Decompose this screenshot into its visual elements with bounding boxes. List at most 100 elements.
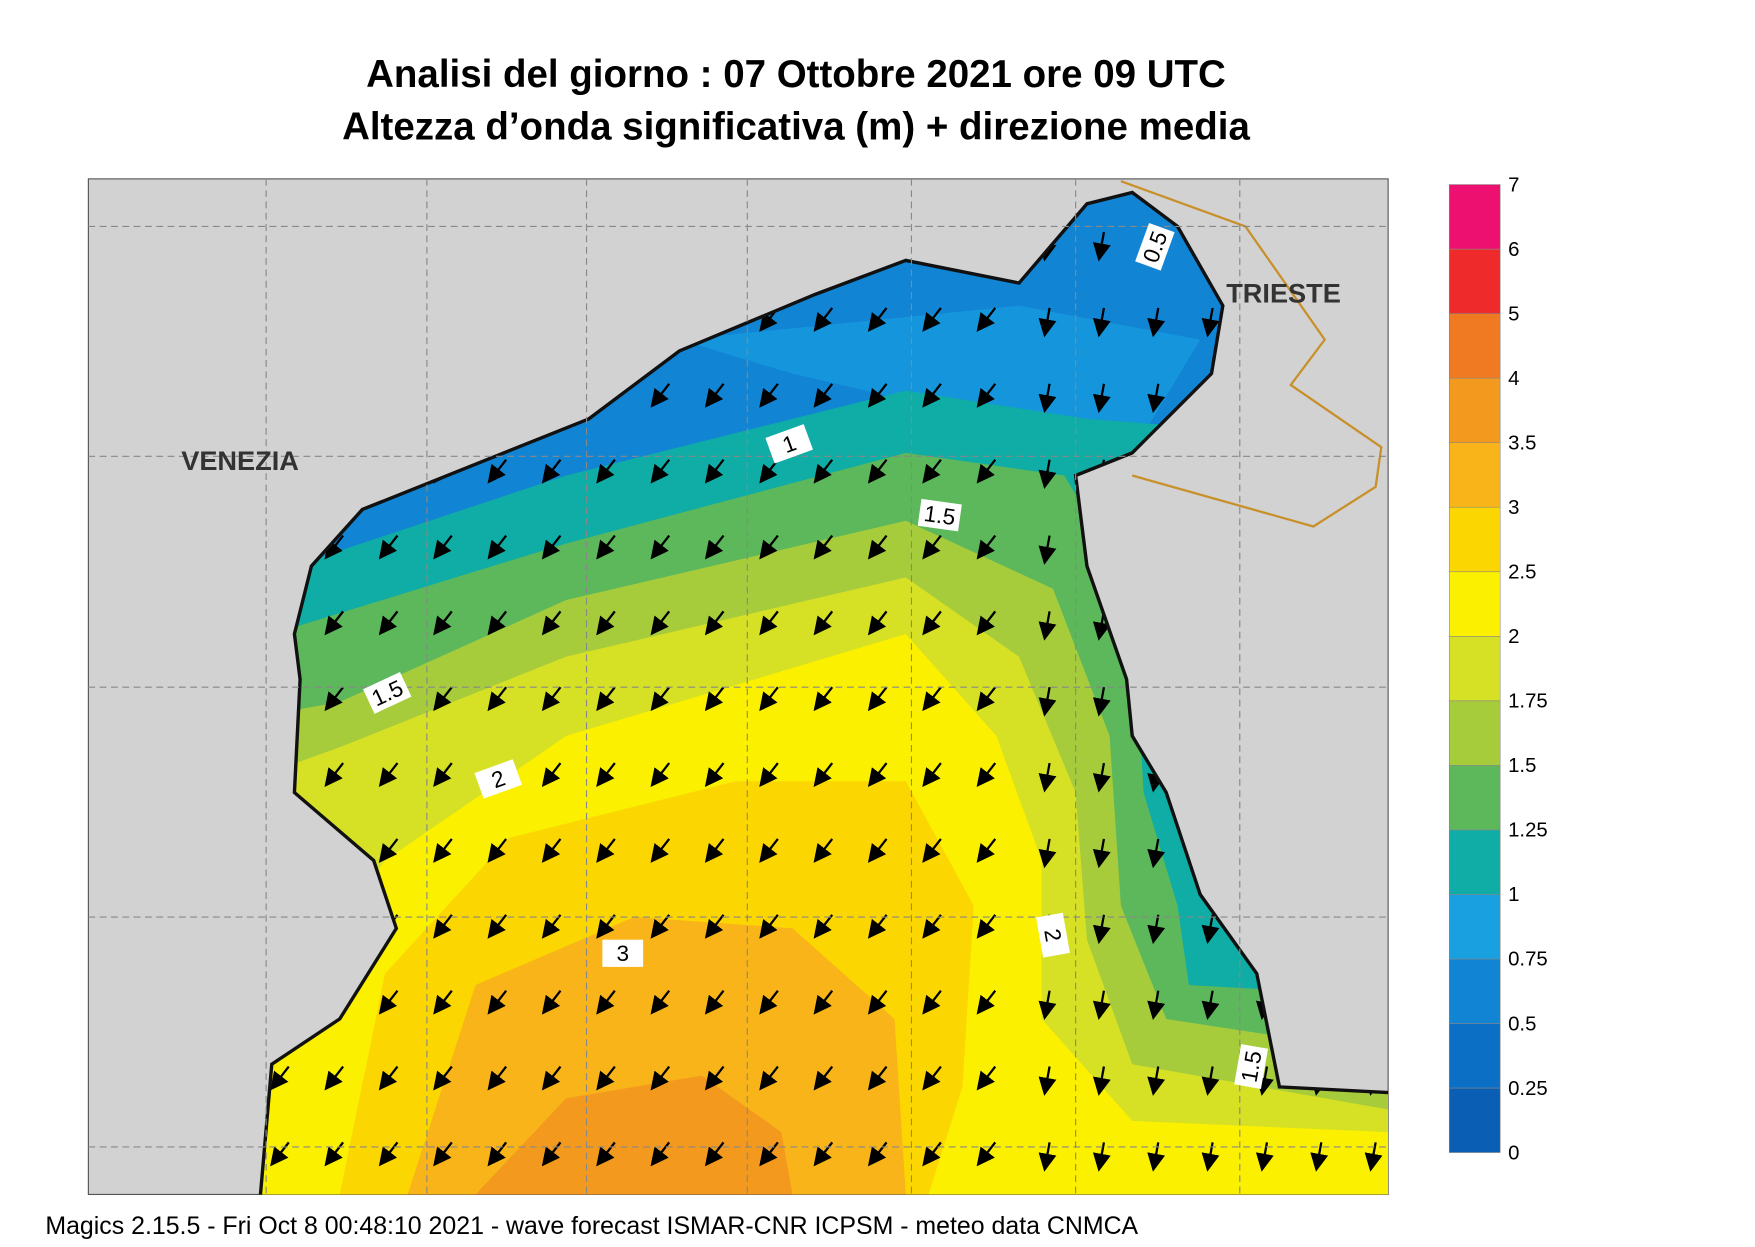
wave-arrow xyxy=(704,989,725,1015)
wave-arrow xyxy=(324,762,345,788)
contour-label-box xyxy=(1135,223,1175,271)
wave-arrow xyxy=(1038,383,1057,414)
wave-arrow xyxy=(813,1141,834,1167)
wave-arrow xyxy=(487,686,508,712)
wave-arrow xyxy=(270,1141,290,1167)
wave-arrow xyxy=(867,686,888,712)
wave-arrow xyxy=(976,307,997,332)
title: Analisi del giorno : 07 Ottobre 2021 ore… xyxy=(366,53,1226,96)
wave-arrow xyxy=(650,914,671,939)
wave-arrow xyxy=(541,686,562,712)
wave-arrow xyxy=(650,383,671,408)
wave-arrow xyxy=(1147,1066,1166,1096)
wave-arrow xyxy=(541,838,562,863)
city-label: TRIESTE xyxy=(1226,277,1341,308)
wave-arrow xyxy=(596,1065,616,1091)
colorbar-label: 2.5 xyxy=(1508,562,1536,584)
wave-arrow xyxy=(704,686,725,712)
wave-arrow xyxy=(867,610,888,636)
wave-arrow xyxy=(759,1141,779,1167)
wave-arrow xyxy=(378,610,399,636)
wave-arrow xyxy=(1092,762,1111,793)
wave-arrow xyxy=(596,610,616,636)
wave-arrow xyxy=(596,534,616,560)
colorbar-segment xyxy=(1448,442,1501,508)
contour-label-box xyxy=(1036,912,1070,958)
wave-arrow xyxy=(1038,990,1057,1021)
wave-arrow xyxy=(541,914,562,939)
wave-arrow xyxy=(324,1065,345,1091)
wave-arrow xyxy=(976,610,997,636)
colorbar-segment xyxy=(1448,313,1501,379)
wave-arrow xyxy=(1147,838,1166,869)
contour-label-box xyxy=(363,671,412,714)
wave-arrow xyxy=(541,1141,562,1167)
wave-arrow xyxy=(487,914,508,939)
wave-arrow xyxy=(650,610,671,636)
wave-arrow xyxy=(1038,611,1057,641)
wave-arrow xyxy=(487,1065,508,1091)
wave-arrow xyxy=(1038,762,1057,793)
wave-arrow xyxy=(976,1065,997,1091)
wave-arrow xyxy=(976,686,997,712)
contour-label: 1.5 xyxy=(922,501,957,530)
wave-arrow xyxy=(378,838,399,863)
wave-arrow xyxy=(1092,838,1111,869)
city-label: VENEZIA xyxy=(181,445,299,476)
wave-arrow xyxy=(433,762,453,788)
wave-arrow xyxy=(813,989,834,1015)
wave-arrow xyxy=(704,610,725,636)
wave-arrow xyxy=(1092,231,1111,262)
wave-arrow xyxy=(1038,307,1057,338)
colorbar-label: 0 xyxy=(1508,1142,1519,1164)
wave-arrow xyxy=(813,914,834,939)
wave-arrow xyxy=(378,534,399,560)
colorbar-segment xyxy=(1448,700,1501,766)
wave-arrow xyxy=(813,762,834,788)
wave-arrow xyxy=(976,1141,997,1167)
wave-arrow xyxy=(1147,383,1166,414)
wave-arrow xyxy=(1092,383,1111,414)
wave-arrow xyxy=(1092,687,1111,717)
wave-arrow xyxy=(378,989,399,1015)
wave-arrow xyxy=(813,458,834,484)
wave-arrow xyxy=(596,914,616,939)
wave-arrow xyxy=(378,1141,399,1167)
wave-arrow xyxy=(1364,1142,1383,1172)
wave-arrow xyxy=(759,989,779,1015)
wave-arrow xyxy=(704,534,725,560)
wave-arrow xyxy=(759,610,779,636)
wave-arrow xyxy=(867,989,888,1015)
wave-arrow xyxy=(1038,687,1057,717)
wave-arrow xyxy=(922,1141,942,1167)
wave-arrow xyxy=(541,458,562,484)
wave-arrow xyxy=(759,838,779,863)
colorbar-label: 5 xyxy=(1508,303,1519,325)
wave-arrow xyxy=(433,838,453,863)
colorbar-segment xyxy=(1448,894,1501,960)
wave-arrow xyxy=(596,686,616,712)
wave-arrow xyxy=(433,1065,453,1091)
wave-arrow xyxy=(270,1065,290,1091)
wave-arrow xyxy=(976,534,997,560)
wave-arrow xyxy=(596,838,616,863)
wave-arrow xyxy=(650,686,671,712)
wave-arrow xyxy=(650,1065,671,1091)
wave-arrow xyxy=(976,762,997,788)
wave-arrow xyxy=(433,686,453,712)
wave-arrow xyxy=(922,914,942,939)
wave-arrow xyxy=(759,686,779,712)
wave-arrow xyxy=(1147,914,1166,945)
wave-arrow xyxy=(867,762,888,788)
contour-label-box xyxy=(917,498,962,532)
wave-arrow xyxy=(1201,914,1220,945)
wave-arrow xyxy=(1201,990,1220,1021)
wave-arrow xyxy=(759,762,779,788)
colorbar-label: 0.5 xyxy=(1508,1013,1536,1035)
wave-arrow xyxy=(867,534,888,560)
wave-arrow xyxy=(1092,990,1111,1021)
colorbar-segment xyxy=(1448,829,1501,895)
wave-arrow xyxy=(596,458,616,484)
